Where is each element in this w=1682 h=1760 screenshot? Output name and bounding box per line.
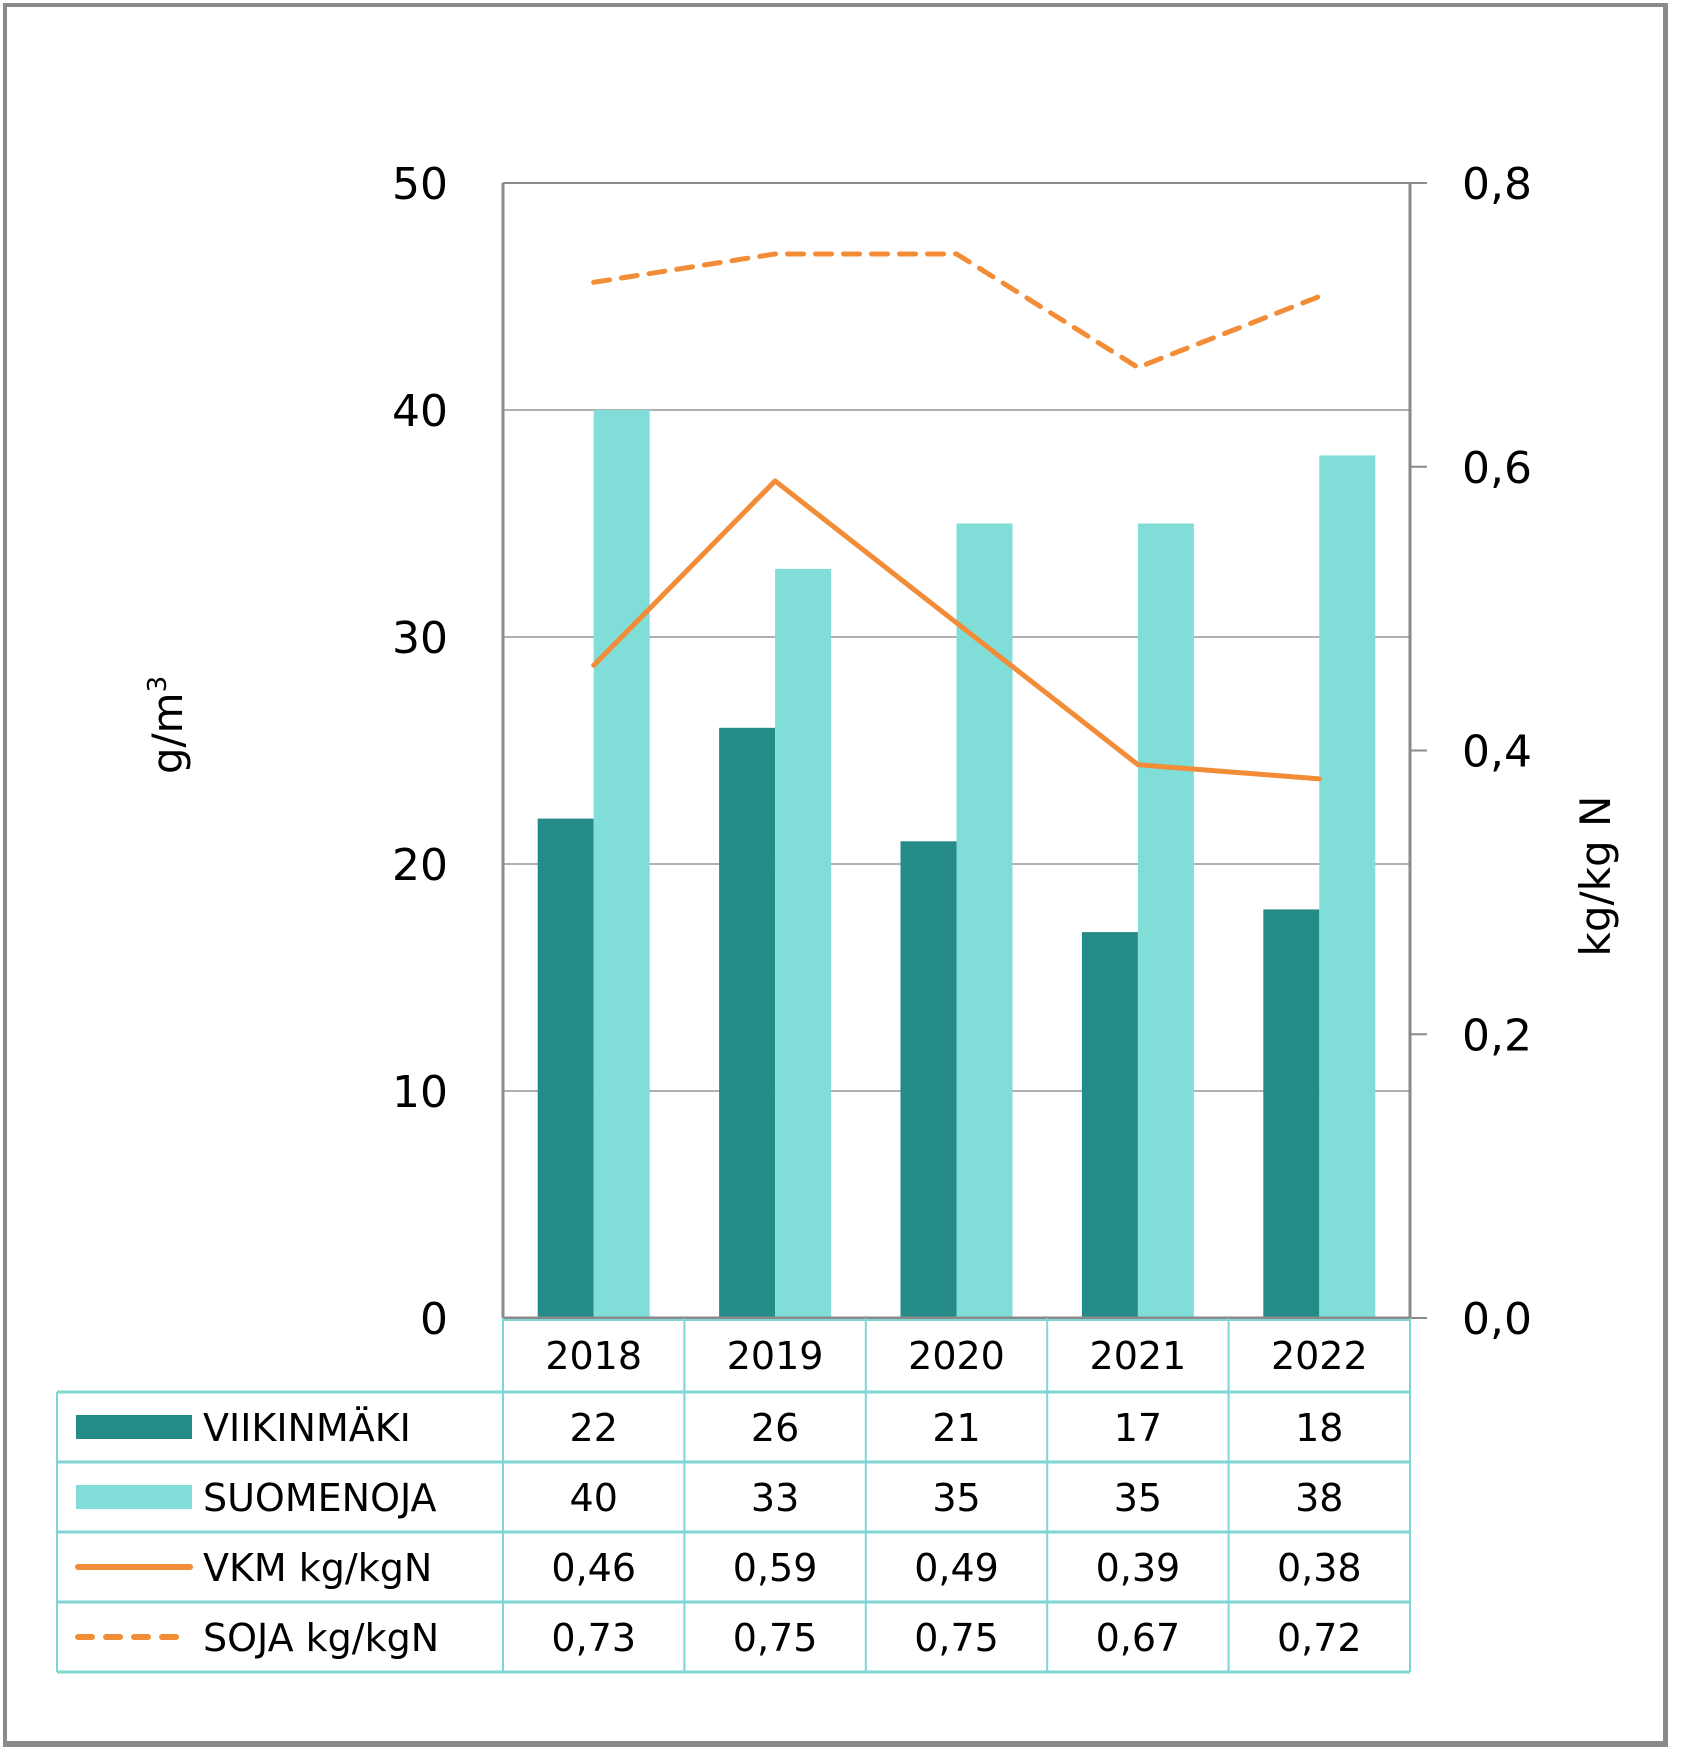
data-label: 18 (1295, 1406, 1343, 1450)
legend-key-suomenoja (76, 1485, 192, 1509)
y-tick-label: 50 (392, 159, 448, 210)
bar-viikinm-ki (719, 727, 776, 1318)
line-vkm-kg-kgn (591, 478, 1322, 782)
chart-frame (3, 3, 1668, 1747)
data-label: 35 (1114, 1476, 1162, 1520)
y-axis-title: g/m3 (143, 676, 192, 774)
y2-tick-label: 0,0 (1462, 1294, 1532, 1345)
data-label: 33 (751, 1476, 799, 1520)
bar-viikinm-ki (1081, 932, 1138, 1318)
bar-suomenoja (956, 523, 1013, 1318)
y2-tick-label: 0,2 (1462, 1010, 1532, 1061)
data-table: 2018 2019 2020 2021 2022 VIIKINMÄKI 22 26 21 17 18… (56, 1318, 1411, 1674)
data-label: 17 (1114, 1406, 1162, 1450)
data-label: 35 (932, 1476, 980, 1520)
y-tick-label: 30 (392, 613, 448, 664)
data-label: 21 (932, 1406, 980, 1450)
bars (537, 410, 1376, 1318)
y2-tick-label: 0,6 (1462, 443, 1532, 494)
bar-viikinm-ki (900, 841, 957, 1318)
y2-axis-ticks: 0,0 0,2 0,4 0,6 0,8 (1410, 159, 1532, 1345)
y2-axis-title: kg/kg N (1571, 796, 1620, 957)
legend-label: SUOMENOJA (203, 1476, 437, 1520)
data-label: 0,72 (1277, 1616, 1362, 1660)
bar-suomenoja (1319, 455, 1376, 1318)
y-tick-label: 10 (392, 1067, 448, 1118)
bar-viikinm-ki (1263, 909, 1320, 1318)
data-label: 0,49 (914, 1546, 999, 1590)
bar-suomenoja (775, 568, 832, 1318)
x-tick-label: 2021 (1090, 1334, 1187, 1378)
x-tick-label: 2018 (545, 1334, 642, 1378)
data-label: 0,39 (1096, 1546, 1181, 1590)
bar-suomenoja (593, 410, 650, 1318)
y-tick-label: 40 (392, 386, 448, 437)
y-axis-ticks: 0 10 20 30 40 50 (392, 159, 448, 1345)
y2-tick-label: 0,4 (1462, 727, 1532, 778)
data-label: 0,75 (914, 1616, 999, 1660)
data-label: 0,75 (733, 1616, 818, 1660)
bar-suomenoja (1137, 523, 1194, 1318)
lines (591, 251, 1322, 782)
data-label: 0,73 (551, 1616, 636, 1660)
bar-viikinm-ki (537, 818, 594, 1318)
y-tick-label: 20 (392, 840, 448, 891)
y2-tick-label: 0,8 (1462, 159, 1532, 210)
legend-label: VIIKINMÄKI (203, 1406, 411, 1450)
data-label: 0,38 (1277, 1546, 1362, 1590)
legend-label: VKM kg/kgN (203, 1546, 432, 1590)
x-tick-label: 2019 (727, 1334, 824, 1378)
line-soja-kg-kgn (591, 251, 1322, 370)
data-label: 26 (751, 1406, 799, 1450)
data-label: 40 (570, 1476, 618, 1520)
x-tick-label: 2020 (908, 1334, 1005, 1378)
legend-label: SOJA kg/kgN (203, 1616, 439, 1660)
data-label: 0,59 (733, 1546, 818, 1590)
data-label: 22 (570, 1406, 618, 1450)
legend-key-viikinm-ki (76, 1415, 192, 1439)
data-label: 0,46 (551, 1546, 636, 1590)
x-tick-label: 2022 (1271, 1334, 1368, 1378)
data-label: 0,67 (1096, 1616, 1181, 1660)
y-axis-title-superscript: 3 (143, 676, 173, 693)
y-axis-title-base: g/m (143, 692, 192, 774)
data-label: 38 (1295, 1476, 1343, 1520)
y-tick-label: 0 (420, 1294, 448, 1345)
